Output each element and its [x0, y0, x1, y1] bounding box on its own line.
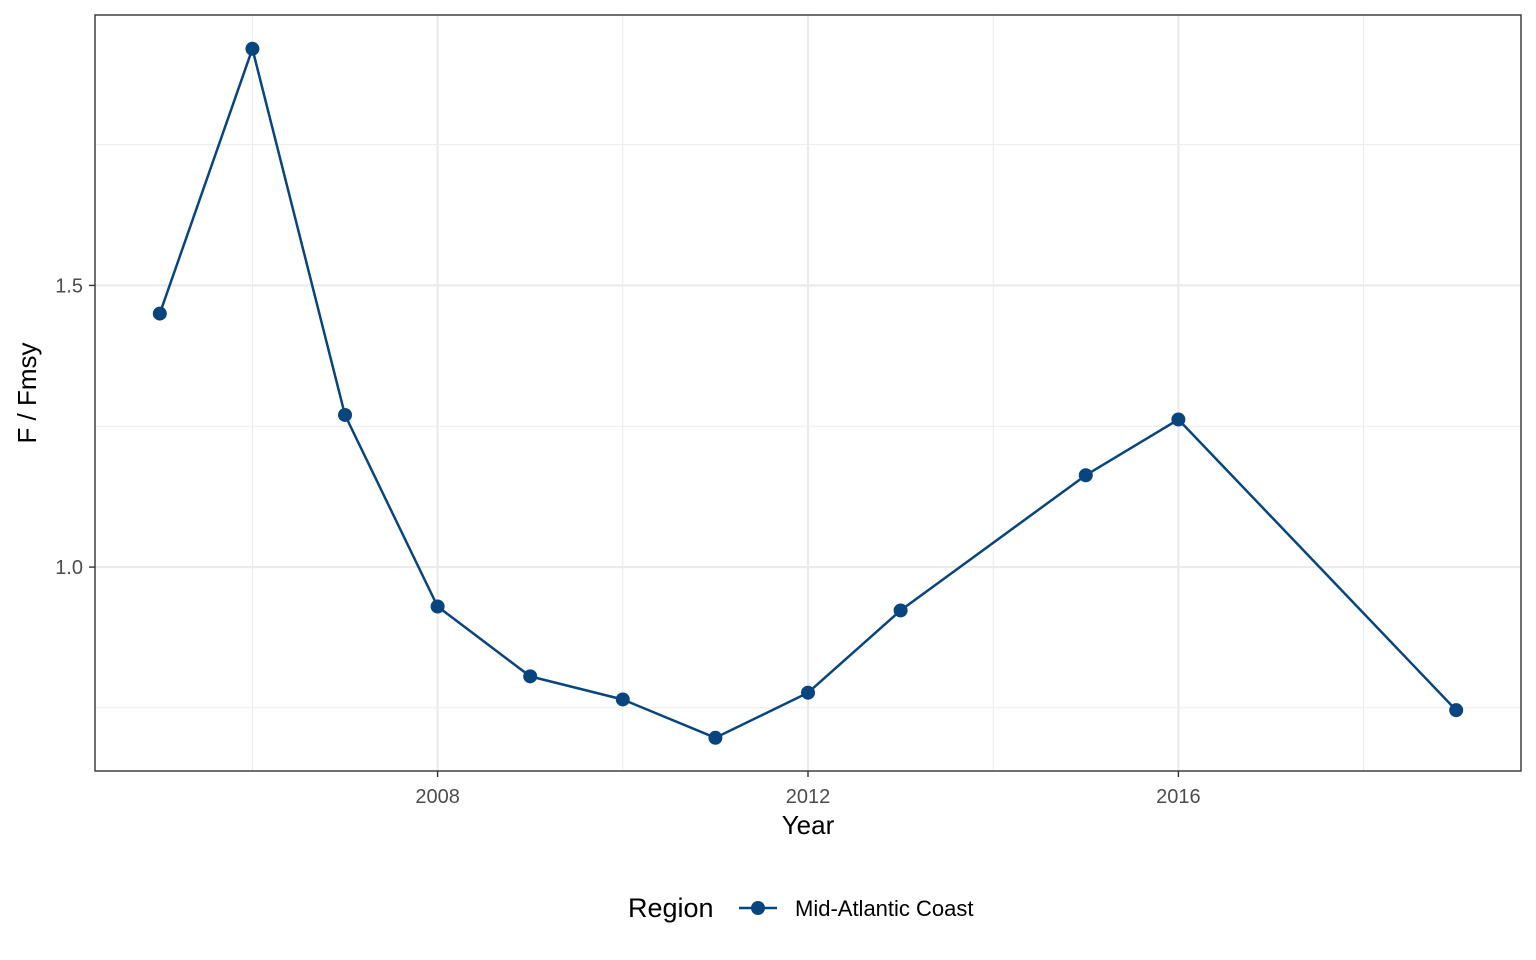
- y-tick-label: 1.5: [55, 275, 83, 297]
- data-point: [708, 730, 723, 745]
- data-point: [523, 669, 538, 684]
- data-point: [1171, 412, 1186, 427]
- data-point: [152, 306, 167, 321]
- data-point: [1449, 703, 1464, 718]
- legend-label-mid-atlantic-coast: Mid-Atlantic Coast: [795, 896, 974, 921]
- data-point: [893, 603, 908, 618]
- legend-title: Region: [628, 893, 714, 923]
- series-group: [152, 41, 1464, 745]
- data-point: [430, 599, 445, 614]
- y-axis-title: F / Fmsy: [12, 342, 42, 443]
- axes: 2008 2012 2016 1.0 1.5: [55, 275, 1200, 808]
- data-point: [615, 692, 630, 707]
- x-tick-label: 2016: [1156, 786, 1201, 808]
- data-point: [1078, 468, 1093, 483]
- data-point: [338, 407, 353, 422]
- legend: Region Mid-Atlantic Coast: [628, 893, 974, 923]
- series-line-mid-atlantic-coast: [158, 47, 1458, 740]
- data-point: [801, 685, 815, 700]
- x-tick-label: 2012: [786, 786, 831, 808]
- x-axis-title: Year: [782, 810, 835, 840]
- y-tick-label: 1.0: [55, 557, 83, 579]
- grid: [95, 15, 1521, 771]
- legend-key-point: [751, 901, 765, 915]
- x-tick-label: 2008: [415, 786, 460, 808]
- data-point: [245, 41, 260, 56]
